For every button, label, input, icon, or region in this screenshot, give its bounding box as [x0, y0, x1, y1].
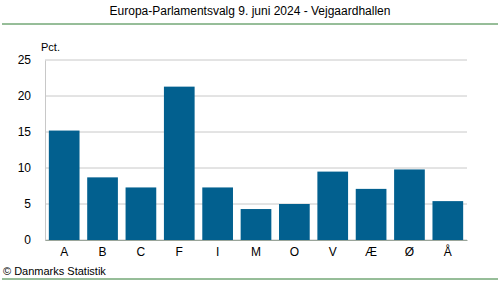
bar	[126, 187, 157, 240]
grid-line	[45, 168, 467, 169]
y-tick-label: 10	[18, 161, 32, 175]
bar	[317, 172, 348, 240]
x-axis-line	[46, 240, 468, 241]
chart: Europa-Parlamentsvalg 9. juni 2024 - Vej…	[0, 0, 500, 282]
y-axis-title: Pct.	[41, 41, 60, 53]
bar	[432, 201, 463, 240]
grid	[45, 60, 467, 240]
x-tick-label: O	[290, 245, 299, 259]
header-rule	[2, 24, 498, 25]
y-axis-line	[45, 61, 46, 241]
x-tick-label: B	[99, 245, 107, 259]
bar	[87, 177, 118, 240]
bar	[164, 87, 195, 240]
bar	[356, 189, 387, 240]
x-tick-label: Å	[444, 244, 452, 259]
bar	[202, 187, 233, 240]
x-tick: Ø	[405, 240, 414, 259]
x-tick: V	[329, 240, 337, 259]
x-axis: ABCFIMOVÆØÅ	[46, 240, 468, 259]
source: © Danmarks Statistik	[3, 265, 106, 277]
bar	[241, 209, 272, 240]
x-tick: I	[216, 240, 219, 259]
x-tick: A	[60, 240, 68, 259]
y-tick-label: 15	[18, 125, 32, 139]
y-tick-label: 20	[18, 89, 32, 103]
title: Europa-Parlamentsvalg 9. juni 2024 - Vej…	[110, 4, 391, 18]
x-tick: M	[251, 240, 261, 259]
grid-line	[45, 60, 467, 61]
x-tick: B	[99, 240, 107, 259]
footer-rule	[2, 279, 498, 280]
x-tick-label: Æ	[365, 245, 377, 259]
y-tick-label: 5	[24, 197, 31, 211]
grid-line	[45, 96, 467, 97]
bar	[394, 169, 425, 240]
grid-line	[45, 132, 467, 133]
x-tick-label: A	[60, 245, 68, 259]
y-tick-label: 0	[24, 233, 31, 247]
x-tick-label: M	[251, 245, 261, 259]
y-tick: 10	[18, 161, 45, 175]
y-tick: 20	[18, 89, 45, 103]
x-tick-label: I	[216, 245, 219, 259]
y-tick-label: 25	[18, 53, 32, 67]
x-tick: O	[290, 240, 299, 259]
x-tick-label: Ø	[405, 245, 414, 259]
bar	[49, 131, 80, 240]
x-tick-label: V	[329, 245, 337, 259]
y-tick: 0	[24, 233, 45, 247]
y-tick: 15	[18, 125, 45, 139]
x-tick: Æ	[365, 240, 377, 259]
x-tick: F	[176, 240, 183, 259]
x-tick: Å	[444, 240, 452, 259]
x-tick-label: F	[176, 245, 183, 259]
x-tick-label: C	[137, 245, 146, 259]
bar	[279, 204, 310, 240]
x-tick: C	[137, 240, 146, 259]
y-axis: 0 5 10 15 20 25	[18, 53, 46, 247]
bars	[49, 87, 463, 240]
y-tick: 5	[24, 197, 45, 211]
y-tick: 25	[18, 53, 45, 67]
